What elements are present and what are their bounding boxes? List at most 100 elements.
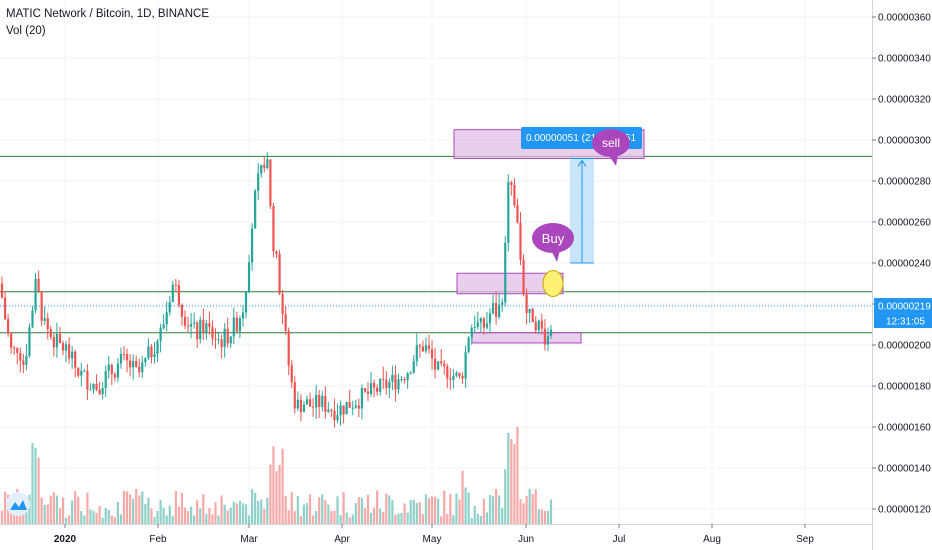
- sell-label: sell: [602, 136, 620, 150]
- volume-bar: [458, 499, 461, 524]
- candle-body: [49, 329, 52, 338]
- volume-bar: [519, 499, 522, 524]
- candle-body: [7, 319, 10, 334]
- volume-bar: [482, 498, 485, 524]
- volume-bar: [427, 498, 431, 524]
- volume-bar: [293, 511, 296, 524]
- volume-bar: [540, 509, 543, 524]
- candle-body: [473, 327, 476, 329]
- candle-body: [119, 354, 123, 364]
- candle-body: [327, 409, 330, 412]
- volume-bar: [461, 470, 464, 524]
- volume-bar: [324, 500, 327, 524]
- volume-bar: [507, 432, 510, 524]
- x-tick-label: Jul: [613, 534, 626, 545]
- candle-body: [403, 379, 406, 381]
- measure-label: 0.00000051 (21.10%) 51: [526, 133, 637, 144]
- volume-bar: [171, 516, 174, 524]
- volume-bar: [238, 500, 241, 524]
- volume-bar: [98, 505, 101, 524]
- volume-bar: [104, 507, 107, 524]
- buy-label: Buy: [542, 231, 565, 246]
- volume-bar: [3, 491, 7, 524]
- volume-bar: [156, 511, 159, 524]
- candle-body: [0, 283, 4, 298]
- candle-body: [464, 352, 467, 379]
- volume-bar: [49, 495, 52, 524]
- candle-body: [266, 159, 269, 168]
- volume-bar: [10, 510, 13, 524]
- volume-bar: [330, 510, 333, 524]
- candle-body: [421, 346, 424, 352]
- volume-bar: [409, 500, 412, 524]
- candle-body: [68, 344, 71, 359]
- candle-body: [159, 327, 162, 342]
- candle-body: [388, 381, 391, 388]
- candle-body: [455, 372, 458, 376]
- candle-body: [516, 205, 519, 223]
- volume-bar: [537, 509, 540, 524]
- candle-body: [348, 401, 351, 408]
- volume-bar: [260, 499, 263, 524]
- candle-body: [467, 337, 470, 353]
- volume-bar: [351, 514, 354, 524]
- volume-bar: [403, 503, 406, 524]
- candle-body: [318, 394, 321, 407]
- volume-bar: [247, 515, 251, 524]
- volume-bar: [443, 490, 446, 524]
- volume-bar: [241, 503, 245, 524]
- volume-bar: [177, 506, 180, 524]
- candle-body: [549, 329, 553, 336]
- volume-bar: [287, 510, 290, 524]
- candle-body: [171, 284, 174, 302]
- buy-bubble-tail: [551, 250, 560, 262]
- volume-bar: [315, 511, 318, 524]
- candle-body: [168, 301, 171, 313]
- candle-body: [190, 323, 193, 327]
- candle-body: [446, 366, 449, 379]
- volume-bar: [455, 493, 458, 524]
- volume-bar: [369, 512, 373, 524]
- candle-body: [519, 222, 522, 260]
- volume-bar: [318, 497, 321, 524]
- volume-bar: [77, 496, 80, 524]
- volume-bar: [37, 457, 40, 524]
- candle-body: [247, 262, 251, 292]
- candle-body: [272, 206, 275, 252]
- volume-bar: [400, 513, 403, 524]
- candle-body: [55, 333, 58, 348]
- volume-bar: [110, 515, 113, 524]
- candle-body: [196, 322, 199, 340]
- candle-body: [58, 333, 62, 344]
- tradingview-logo-icon: [6, 492, 30, 516]
- candle-body: [19, 352, 22, 361]
- volume-bar: [235, 503, 238, 524]
- candle-body: [205, 323, 208, 333]
- volume-bar: [479, 515, 482, 524]
- candle-body: [174, 284, 177, 286]
- volume-bar: [28, 494, 31, 524]
- candle-body: [382, 378, 385, 380]
- volume-bar: [141, 491, 144, 524]
- volume-bar: [525, 495, 528, 524]
- volume-bar: [61, 497, 65, 524]
- y-tick-label: 0.00000280: [878, 177, 931, 188]
- volume-bar: [415, 502, 418, 524]
- volume-bar: [430, 496, 434, 524]
- volume-bar: [229, 507, 232, 524]
- volume-bar: [19, 512, 22, 524]
- candle-body: [232, 317, 235, 337]
- candle-body: [312, 406, 315, 408]
- volume-bar: [269, 464, 272, 524]
- volume-bar: [226, 510, 229, 524]
- y-tick-label: 0.00000160: [878, 423, 931, 434]
- volume-bar: [385, 493, 388, 524]
- volume-bar: [357, 497, 360, 524]
- x-tick-label: 2020: [54, 534, 77, 545]
- candle-body: [281, 293, 284, 315]
- volume-bar: [193, 515, 196, 524]
- volume-bar: [205, 514, 208, 524]
- volume-bar: [434, 496, 437, 524]
